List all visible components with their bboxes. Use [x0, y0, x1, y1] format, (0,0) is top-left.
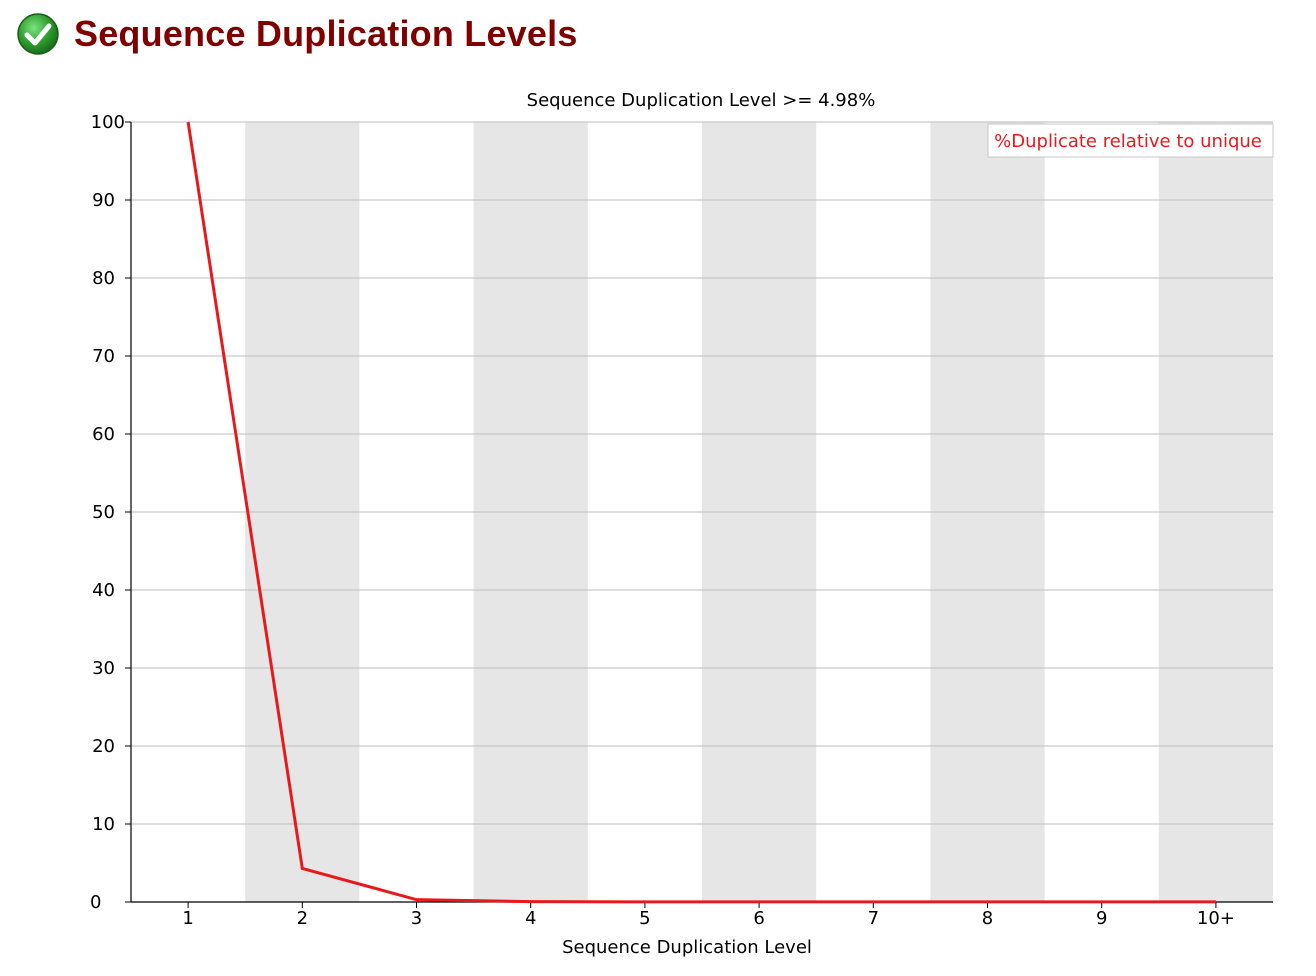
x-axis-label: Sequence Duplication Level [562, 937, 812, 958]
x-tick-label: 6 [753, 908, 764, 929]
x-tick-label: 2 [297, 908, 308, 929]
y-tick-label: 0 [90, 892, 101, 913]
x-tick-label: 9 [1096, 908, 1107, 929]
x-tick-labels: 1 2 3 4 5 6 7 8 9 10+ [182, 902, 1235, 929]
y-tick-label: 80 [92, 268, 115, 289]
legend-entry: %Duplicate relative to unique [994, 131, 1262, 152]
y-tick-label: 50 [92, 502, 115, 523]
chart-title: Sequence Duplication Level >= 4.98% [527, 90, 876, 111]
y-tick-labels: 0 10 20 30 40 50 60 70 80 90 100 [90, 112, 125, 913]
y-tick-label: 70 [92, 346, 115, 367]
chart-legend: %Duplicate relative to unique [988, 124, 1273, 157]
y-tick-label: 40 [92, 580, 115, 601]
x-tick-label: 8 [982, 908, 993, 929]
y-tick-label: 60 [92, 424, 115, 445]
y-tick-label: 10 [92, 814, 115, 835]
x-tick-label: 1 [182, 908, 193, 929]
x-tick-label: 3 [411, 908, 422, 929]
y-tick-label: 30 [92, 658, 115, 679]
x-tick-label: 7 [868, 908, 879, 929]
x-tick-label: 5 [639, 908, 650, 929]
y-tick-label: 90 [92, 190, 115, 211]
y-tick-label: 100 [91, 112, 125, 133]
x-tick-label: 10+ [1197, 908, 1235, 929]
y-tick-label: 20 [92, 736, 115, 757]
x-tick-label: 4 [525, 908, 536, 929]
